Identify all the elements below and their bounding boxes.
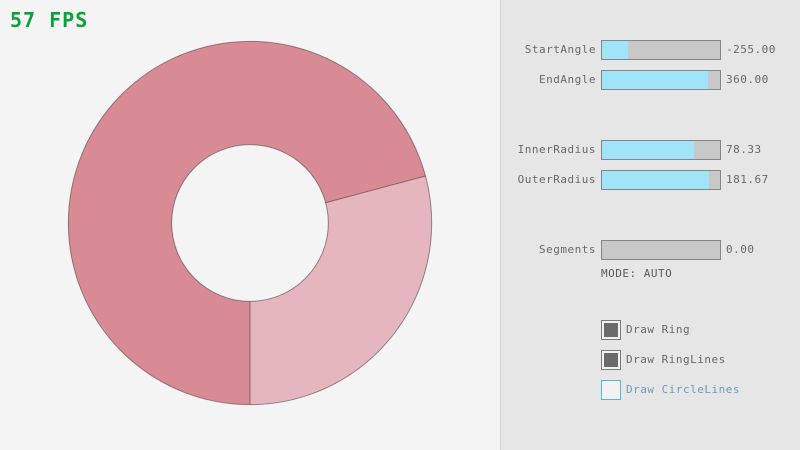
draw-ring-checkbox[interactable] — [601, 320, 621, 340]
panel-divider — [500, 0, 501, 450]
startangle-slider-fill — [602, 41, 628, 59]
controls-panel: StartAngle -255.00 EndAngle 360.00 Inner… — [501, 0, 800, 450]
ring-outer-outline — [67, 40, 433, 406]
checkbox-row-draw-circlelines: Draw CircleLines — [501, 380, 800, 400]
checkmark-fill-icon — [604, 353, 618, 367]
startangle-label: StartAngle — [524, 43, 596, 56]
slider-row-segments: Segments 0.00 — [501, 240, 800, 260]
checkbox-row-draw-ring: Draw Ring — [501, 320, 800, 340]
slider-row-outerradius: OuterRadius 181.67 — [501, 170, 800, 190]
endangle-sliderbar[interactable] — [601, 70, 721, 90]
outerradius-slider-fill — [602, 171, 710, 189]
startangle-sliderbar[interactable] — [601, 40, 721, 60]
segments-sliderbar[interactable] — [601, 240, 721, 260]
ring-inner-outline — [171, 144, 329, 302]
endangle-slider-fill — [602, 71, 709, 89]
outerradius-sliderbar[interactable] — [601, 170, 721, 190]
slider-row-startangle: StartAngle -255.00 — [501, 40, 800, 60]
segments-label: Segments — [539, 243, 596, 256]
draw-circlelines-label: Draw CircleLines — [626, 383, 740, 396]
outerradius-value: 181.67 — [726, 173, 769, 186]
draw-ringlines-label: Draw RingLines — [626, 353, 726, 366]
endangle-label: EndAngle — [539, 73, 596, 86]
mode-label: MODE: AUTO — [601, 267, 673, 280]
ring-hole — [171, 144, 329, 302]
fps-counter: 57 FPS — [10, 8, 89, 32]
innerradius-sliderbar[interactable] — [601, 140, 721, 160]
checkmark-fill-icon — [604, 323, 618, 337]
startangle-value: -255.00 — [726, 43, 776, 56]
endangle-value: 360.00 — [726, 73, 769, 86]
ring-single-drawn-sector — [250, 175, 432, 405]
innerradius-slider-fill — [602, 141, 695, 159]
draw-circlelines-checkbox[interactable] — [601, 380, 621, 400]
draw-ring-label: Draw Ring — [626, 323, 691, 336]
slider-row-endangle: EndAngle 360.00 — [501, 70, 800, 90]
segments-value: 0.00 — [726, 243, 755, 256]
innerradius-label: InnerRadius — [517, 143, 596, 156]
draw-ringlines-checkbox[interactable] — [601, 350, 621, 370]
innerradius-value: 78.33 — [726, 143, 762, 156]
slider-row-innerradius: InnerRadius 78.33 — [501, 140, 800, 160]
checkbox-row-draw-ringlines: Draw RingLines — [501, 350, 800, 370]
ring-start-angle-line — [325, 175, 426, 204]
outerradius-label: OuterRadius — [517, 173, 596, 186]
